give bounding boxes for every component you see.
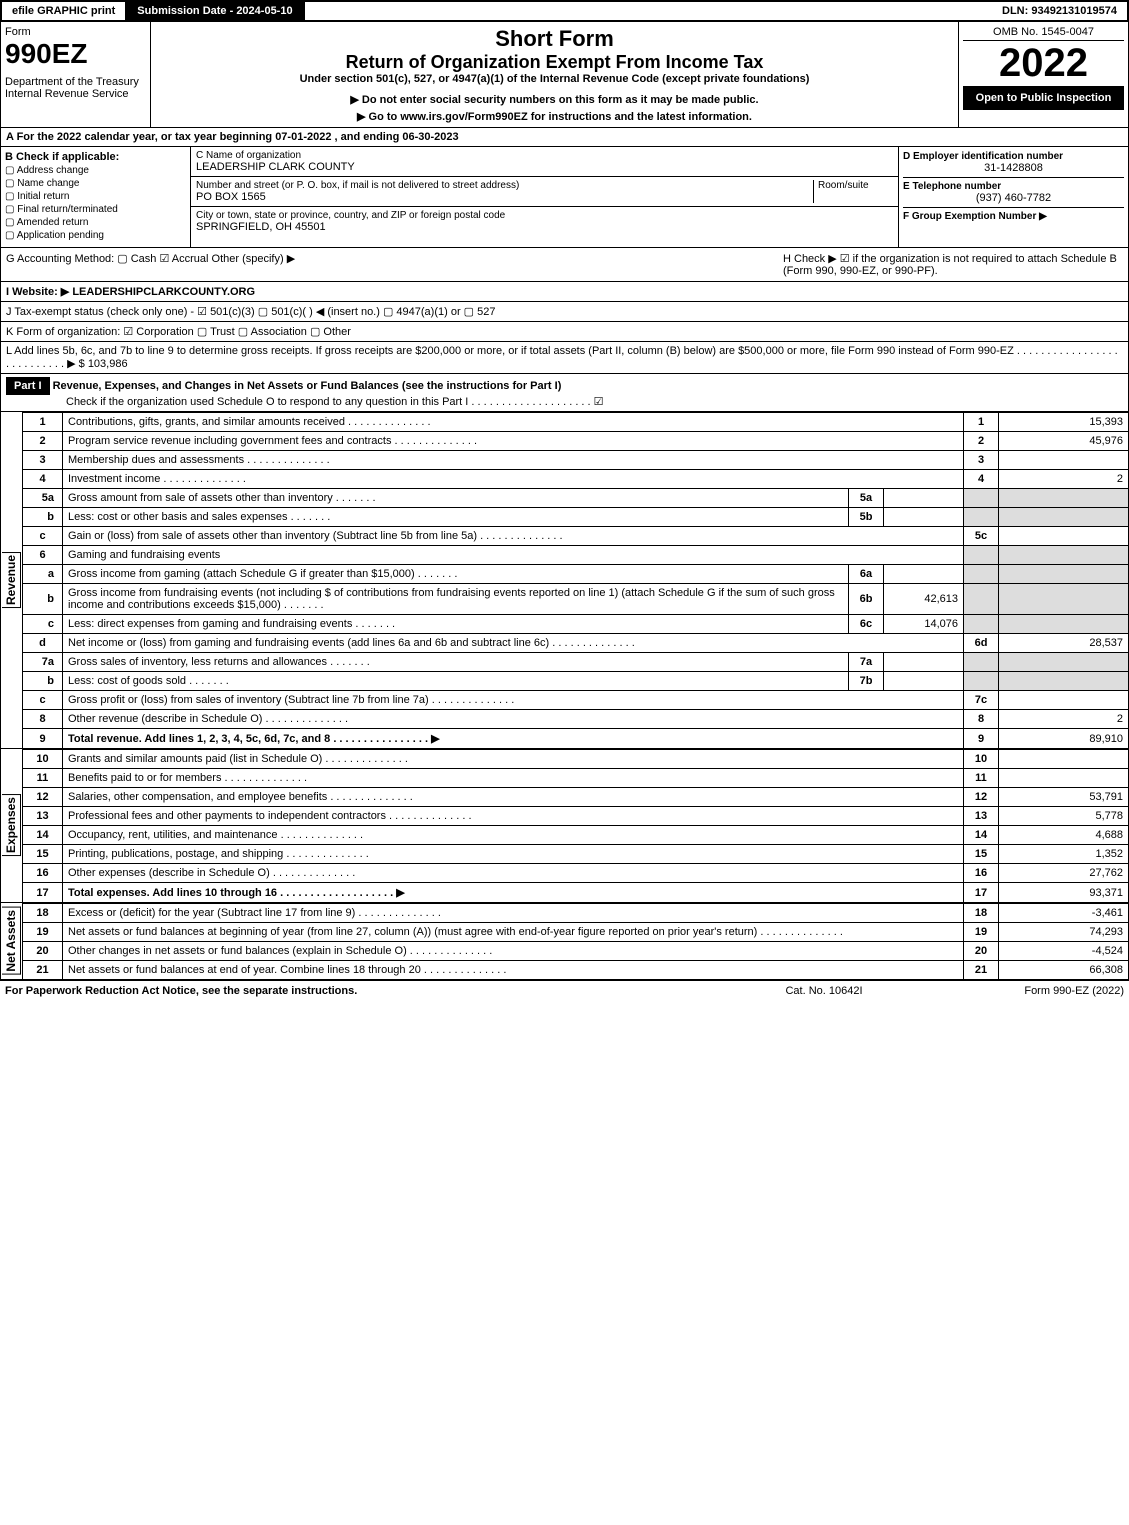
table-row: 4Investment income . . . . . . . . . . .…: [23, 470, 1129, 489]
table-row: 14Occupancy, rent, utilities, and mainte…: [23, 826, 1129, 845]
table-row: 7aGross sales of inventory, less returns…: [23, 653, 1129, 672]
C-room-label: Room/suite: [813, 180, 893, 203]
part-I-label: Part I: [6, 377, 50, 395]
E-phone: (937) 460-7782: [903, 192, 1124, 204]
section-BCD: B Check if applicable: Address change Na…: [0, 147, 1129, 248]
table-row: 6Gaming and fundraising events: [23, 546, 1129, 565]
L-gross-receipts: L Add lines 5b, 6c, and 7b to line 9 to …: [0, 342, 1129, 374]
C-city-label: City or town, state or province, country…: [196, 210, 893, 221]
top-bar: efile GRAPHIC print Submission Date - 20…: [0, 0, 1129, 22]
netassets-vlabel: Net Assets: [2, 907, 21, 975]
table-row: 10Grants and similar amounts paid (list …: [23, 750, 1129, 769]
expenses-vlabel: Expenses: [2, 794, 21, 856]
revenue-vlabel: Revenue: [2, 552, 21, 608]
omb-number: OMB No. 1545-0047: [963, 26, 1124, 41]
C-name-label: C Name of organization: [196, 150, 893, 161]
part-I-check: Check if the organization used Schedule …: [6, 395, 604, 408]
table-row: 1Contributions, gifts, grants, and simil…: [23, 413, 1129, 432]
table-row: bLess: cost or other basis and sales exp…: [23, 508, 1129, 527]
submission-button[interactable]: Submission Date - 2024-05-10: [127, 2, 304, 20]
J-tax-exempt: J Tax-exempt status (check only one) - ☑…: [0, 302, 1129, 322]
table-row: 19Net assets or fund balances at beginni…: [23, 923, 1129, 942]
part-I-title: Revenue, Expenses, and Changes in Net As…: [53, 380, 562, 392]
K-form-org: K Form of organization: ☑ Corporation ▢ …: [0, 322, 1129, 342]
H-schedule-b: H Check ▶ ☑ if the organization is not r…: [783, 252, 1123, 277]
under-section: Under section 501(c), 527, or 4947(a)(1)…: [155, 73, 954, 85]
tax-year: 2022: [963, 41, 1124, 86]
D-ein-label: D Employer identification number: [903, 151, 1124, 162]
C-street-label: Number and street (or P. O. box, if mail…: [196, 180, 813, 191]
table-row: 15Printing, publications, postage, and s…: [23, 845, 1129, 864]
footer-paperwork: For Paperwork Reduction Act Notice, see …: [5, 985, 724, 997]
C-street: PO BOX 1565: [196, 191, 813, 203]
note-goto: ▶ Go to www.irs.gov/Form990EZ for instru…: [155, 110, 954, 123]
return-title: Return of Organization Exempt From Incom…: [155, 52, 954, 73]
page-footer: For Paperwork Reduction Act Notice, see …: [0, 980, 1129, 1001]
B-name-change[interactable]: Name change: [5, 178, 186, 189]
I-website: I Website: ▶ LEADERSHIPCLARKCOUNTY.ORG: [0, 282, 1129, 302]
table-row: 17Total expenses. Add lines 10 through 1…: [23, 883, 1129, 903]
dln-label: DLN: 93492131019574: [992, 2, 1127, 20]
B-final-return[interactable]: Final return/terminated: [5, 204, 186, 215]
C-org-name: LEADERSHIP CLARK COUNTY: [196, 161, 893, 173]
C-city: SPRINGFIELD, OH 45501: [196, 221, 893, 233]
B-application-pending[interactable]: Application pending: [5, 230, 186, 241]
table-row: 3Membership dues and assessments . . . .…: [23, 451, 1129, 470]
B-amended-return[interactable]: Amended return: [5, 217, 186, 228]
table-row: 2Program service revenue including gover…: [23, 432, 1129, 451]
table-row: 11Benefits paid to or for members . . . …: [23, 769, 1129, 788]
open-to-public: Open to Public Inspection: [963, 86, 1124, 110]
short-form-title: Short Form: [155, 26, 954, 52]
part-I-header: Part I Revenue, Expenses, and Changes in…: [0, 374, 1129, 412]
revenue-section: Revenue 1Contributions, gifts, grants, a…: [0, 412, 1129, 749]
section-GH: G Accounting Method: ▢ Cash ☑ Accrual Ot…: [0, 248, 1129, 282]
note-ssn: ▶ Do not enter social security numbers o…: [155, 93, 954, 106]
table-row: 9Total revenue. Add lines 1, 2, 3, 4, 5c…: [23, 729, 1129, 749]
table-row: bGross income from fundraising events (n…: [23, 584, 1129, 615]
B-title: B Check if applicable:: [5, 151, 186, 163]
revenue-table: 1Contributions, gifts, grants, and simil…: [22, 412, 1129, 749]
table-row: 13Professional fees and other payments t…: [23, 807, 1129, 826]
netassets-table: 18Excess or (deficit) for the year (Subt…: [22, 903, 1129, 980]
table-row: dNet income or (loss) from gaming and fu…: [23, 634, 1129, 653]
form-number: 990EZ: [5, 38, 146, 70]
section-A: A For the 2022 calendar year, or tax yea…: [0, 128, 1129, 147]
table-row: 20Other changes in net assets or fund ba…: [23, 942, 1129, 961]
table-row: aGross income from gaming (attach Schedu…: [23, 565, 1129, 584]
form-header: Form 990EZ Department of the Treasury In…: [0, 22, 1129, 128]
table-row: 5aGross amount from sale of assets other…: [23, 489, 1129, 508]
E-phone-label: E Telephone number: [903, 177, 1124, 192]
expenses-section: Expenses 10Grants and similar amounts pa…: [0, 749, 1129, 903]
G-accounting: G Accounting Method: ▢ Cash ☑ Accrual Ot…: [6, 252, 783, 277]
form-label: Form: [5, 26, 146, 38]
table-row: 21Net assets or fund balances at end of …: [23, 961, 1129, 980]
F-group-label: F Group Exemption Number ▶: [903, 207, 1124, 222]
expenses-table: 10Grants and similar amounts paid (list …: [22, 749, 1129, 903]
table-row: cLess: direct expenses from gaming and f…: [23, 615, 1129, 634]
table-row: 8Other revenue (describe in Schedule O) …: [23, 710, 1129, 729]
table-row: 12Salaries, other compensation, and empl…: [23, 788, 1129, 807]
table-row: cGain or (loss) from sale of assets othe…: [23, 527, 1129, 546]
B-address-change[interactable]: Address change: [5, 165, 186, 176]
table-row: bLess: cost of goods sold . . . . . . .7…: [23, 672, 1129, 691]
netassets-section: Net Assets 18Excess or (deficit) for the…: [0, 903, 1129, 980]
table-row: 16Other expenses (describe in Schedule O…: [23, 864, 1129, 883]
table-row: cGross profit or (loss) from sales of in…: [23, 691, 1129, 710]
table-row: 18Excess or (deficit) for the year (Subt…: [23, 904, 1129, 923]
footer-formref: Form 990-EZ (2022): [924, 985, 1124, 997]
efile-button[interactable]: efile GRAPHIC print: [2, 2, 127, 20]
D-ein: 31-1428808: [903, 162, 1124, 174]
dept-label: Department of the Treasury Internal Reve…: [5, 76, 146, 100]
B-initial-return[interactable]: Initial return: [5, 191, 186, 202]
footer-catno: Cat. No. 10642I: [724, 985, 924, 997]
